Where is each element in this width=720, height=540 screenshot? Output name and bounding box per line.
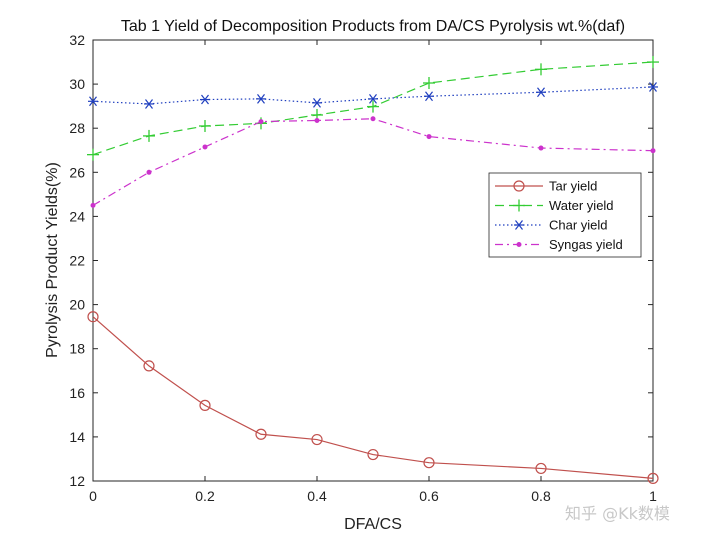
data-point xyxy=(88,96,98,107)
legend-label: Char yield xyxy=(549,218,608,233)
data-point xyxy=(256,94,266,104)
legend-label: Tar yield xyxy=(549,179,597,194)
x-tick-label: 1 xyxy=(649,488,657,504)
y-tick-label: 24 xyxy=(69,208,85,224)
data-point xyxy=(144,99,154,109)
data-point xyxy=(423,457,435,469)
data-point xyxy=(87,148,99,161)
data-point xyxy=(90,202,96,208)
y-tick-label: 26 xyxy=(69,164,85,180)
data-point xyxy=(423,76,435,89)
x-axis-ticks: 0 0.2 0.4 0.6 0.8 1 xyxy=(89,40,657,504)
y-axis-ticks: 12 14 16 18 20 22 24 26 28 30 32 xyxy=(69,32,653,489)
series-line xyxy=(92,118,654,206)
x-tick-label: 0.2 xyxy=(195,488,215,504)
data-point xyxy=(538,145,544,151)
data-point xyxy=(200,94,210,105)
y-axis-label: Pyrolysis Product Yields(%) xyxy=(44,162,61,358)
x-axis-label: DFA/CS xyxy=(344,516,402,533)
legend-label: Water yield xyxy=(549,198,614,213)
data-point xyxy=(650,148,656,154)
y-tick-label: 28 xyxy=(69,120,85,136)
legend-entry: Water yield xyxy=(495,198,614,213)
y-tick-label: 16 xyxy=(69,385,85,401)
data-point xyxy=(199,399,211,411)
data-point xyxy=(143,360,155,372)
data-point xyxy=(202,144,208,150)
data-point xyxy=(258,119,264,125)
data-point xyxy=(143,129,155,142)
data-point xyxy=(426,134,432,140)
series-syngas-yield xyxy=(90,116,656,208)
legend-label: Syngas yield xyxy=(549,237,623,252)
data-point xyxy=(255,428,267,440)
legend-entry: Char yield xyxy=(495,218,608,233)
data-point xyxy=(314,117,320,123)
y-tick-label: 30 xyxy=(69,76,85,92)
legend-marker xyxy=(516,242,522,247)
legend-marker xyxy=(513,199,525,212)
data-point xyxy=(368,94,378,104)
data-point xyxy=(535,462,547,475)
x-tick-label: 0.4 xyxy=(307,488,327,504)
data-point xyxy=(647,472,659,484)
legend-marker xyxy=(514,220,524,230)
y-tick-label: 20 xyxy=(69,297,85,313)
series-tar-yield xyxy=(87,311,659,484)
series-layer xyxy=(87,56,659,484)
data-point xyxy=(535,63,547,76)
plot-area xyxy=(92,39,654,482)
data-point xyxy=(647,56,659,69)
x-tick-label: 0.8 xyxy=(531,488,551,504)
data-point xyxy=(424,91,434,102)
series-char-yield xyxy=(88,82,658,109)
data-point xyxy=(536,87,546,98)
data-point xyxy=(311,433,323,446)
data-point xyxy=(87,311,99,323)
data-point xyxy=(199,119,211,132)
data-point xyxy=(367,100,379,113)
y-tick-label: 18 xyxy=(69,341,85,357)
watermark: 知乎 @Kk数模 xyxy=(565,504,670,523)
legend: Tar yield Water yield Char yield Syngas yie… xyxy=(488,172,642,258)
legend-entry: Syngas yield xyxy=(495,237,623,252)
legend-marker xyxy=(513,180,525,192)
data-point xyxy=(146,169,152,175)
y-tick-label: 22 xyxy=(69,253,85,269)
data-point xyxy=(367,448,379,461)
legend-entry: Tar yield xyxy=(495,179,597,194)
data-point xyxy=(370,116,376,122)
x-tick-label: 0 xyxy=(89,488,97,504)
x-tick-label: 0.6 xyxy=(419,488,439,504)
y-tick-label: 32 xyxy=(69,32,85,48)
data-point xyxy=(312,97,322,108)
y-tick-label: 12 xyxy=(69,473,85,489)
chart-title: Tab 1 Yield of Decomposition Products fr… xyxy=(121,18,625,35)
data-point xyxy=(648,82,658,92)
y-tick-label: 14 xyxy=(69,429,85,445)
series-line xyxy=(92,316,654,479)
